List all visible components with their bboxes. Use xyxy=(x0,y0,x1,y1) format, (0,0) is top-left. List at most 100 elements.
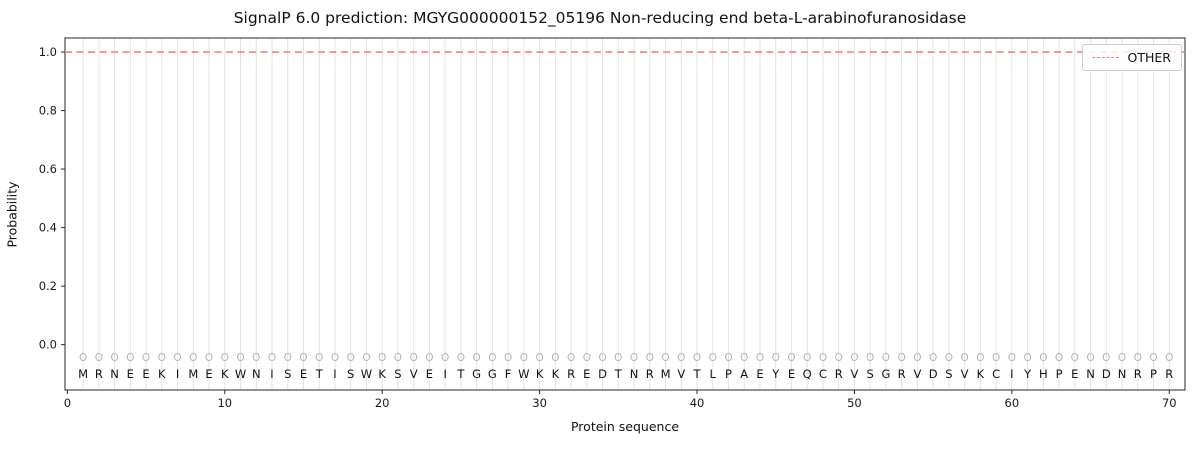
position-prediction-marker: O xyxy=(473,352,481,364)
sequence-letter: V xyxy=(913,367,921,381)
sequence-letter: F xyxy=(505,367,512,381)
position-prediction-marker: O xyxy=(1086,352,1094,364)
sequence-letter: T xyxy=(693,367,702,381)
sequence-letter: V xyxy=(410,367,418,381)
sequence-letter: G xyxy=(881,367,890,381)
position-prediction-marker: O xyxy=(866,352,874,364)
position-prediction-marker: O xyxy=(79,352,87,364)
sequence-letter: E xyxy=(127,367,134,381)
sequence-letter: K xyxy=(552,367,560,381)
position-prediction-marker: O xyxy=(504,352,512,364)
sequence-letter: M xyxy=(661,367,671,381)
x-tick-label: 70 xyxy=(1162,396,1177,410)
position-prediction-marker: O xyxy=(945,352,953,364)
sequence-letter: D xyxy=(598,367,607,381)
sequence-letter: T xyxy=(456,367,465,381)
position-prediction-marker: O xyxy=(567,352,575,364)
sequence-letter: I xyxy=(270,367,273,381)
position-prediction-marker: O xyxy=(882,352,890,364)
position-prediction-marker: O xyxy=(158,352,166,364)
sequence-letter: K xyxy=(158,367,166,381)
sequence-letter: E xyxy=(426,367,433,381)
sequence-letter: K xyxy=(221,367,229,381)
position-prediction-marker: O xyxy=(551,352,559,364)
position-prediction-marker: O xyxy=(394,352,402,364)
sequence-letter: R xyxy=(646,367,654,381)
position-prediction-marker: O xyxy=(960,352,968,364)
position-prediction-marker: O xyxy=(835,352,843,364)
x-tick-label: 0 xyxy=(64,396,71,410)
position-prediction-marker: O xyxy=(457,352,465,364)
position-prediction-marker: O xyxy=(1134,352,1142,364)
position-prediction-marker: O xyxy=(929,352,937,364)
position-prediction-marker: O xyxy=(110,352,118,364)
legend: OTHER xyxy=(1081,44,1182,71)
x-tick-label: 30 xyxy=(532,396,547,410)
sequence-letter: R xyxy=(835,367,843,381)
sequence-letter: L xyxy=(710,367,717,381)
position-prediction-marker: O xyxy=(410,352,418,364)
position-prediction-marker: O xyxy=(646,352,654,364)
position-prediction-marker: O xyxy=(1039,352,1047,364)
position-prediction-marker: O xyxy=(756,352,764,364)
legend-label: OTHER xyxy=(1127,50,1171,65)
sequence-letter: R xyxy=(567,367,575,381)
sequence-letter: N xyxy=(630,367,639,381)
sequence-letter: S xyxy=(945,367,952,381)
position-prediction-marker: O xyxy=(425,352,433,364)
position-prediction-marker: O xyxy=(252,352,260,364)
sequence-letter: K xyxy=(378,367,386,381)
position-prediction-marker: O xyxy=(347,352,355,364)
sequence-letter: R xyxy=(95,367,103,381)
x-tick-label: 50 xyxy=(847,396,862,410)
position-prediction-marker: O xyxy=(95,352,103,364)
axes-spines xyxy=(64,37,1186,391)
sequence-letter: Q xyxy=(803,367,812,381)
position-prediction-marker: O xyxy=(1023,352,1031,364)
sequence-letter: K xyxy=(977,367,985,381)
position-prediction-marker: O xyxy=(236,352,244,364)
sequence-letter: N xyxy=(252,367,261,381)
sequence-letter: P xyxy=(1150,367,1157,381)
sequence-letter: I xyxy=(1010,367,1013,381)
sequence-letter: E xyxy=(1071,367,1078,381)
sequence-letter: Y xyxy=(771,367,780,381)
position-prediction-marker: O xyxy=(378,352,386,364)
position-prediction-marker: O xyxy=(268,352,276,364)
position-prediction-marker: O xyxy=(724,352,732,364)
position-prediction-marker: O xyxy=(126,352,134,364)
y-tick-label: 0.0 xyxy=(39,338,57,352)
position-prediction-marker: O xyxy=(803,352,811,364)
sequence-letter: P xyxy=(725,367,732,381)
y-tick-label: 0.6 xyxy=(39,162,57,176)
position-prediction-marker: O xyxy=(598,352,606,364)
y-tick-label: 0.2 xyxy=(39,279,57,293)
sequence-letter: H xyxy=(1039,367,1048,381)
position-prediction-marker: O xyxy=(772,352,780,364)
sequence-letter: S xyxy=(394,367,401,381)
position-prediction-marker: O xyxy=(819,352,827,364)
position-prediction-marker: O xyxy=(331,352,339,364)
sequence-letter: E xyxy=(300,367,307,381)
sequence-letter: V xyxy=(850,367,858,381)
position-prediction-marker: O xyxy=(173,352,181,364)
sequence-letter: D xyxy=(929,367,938,381)
position-prediction-marker: O xyxy=(630,352,638,364)
position-prediction-marker: O xyxy=(205,352,213,364)
position-prediction-marker: O xyxy=(1008,352,1016,364)
position-prediction-marker: O xyxy=(299,352,307,364)
sequence-letter: T xyxy=(614,367,623,381)
sequence-letter: S xyxy=(284,367,291,381)
x-tick-label: 10 xyxy=(217,396,232,410)
position-prediction-marker: O xyxy=(992,352,1000,364)
sequence-letter: E xyxy=(756,367,763,381)
position-prediction-marker: O xyxy=(1118,352,1126,364)
sequence-letter: T xyxy=(315,367,324,381)
sequence-letter: R xyxy=(1134,367,1142,381)
sequence-letter: A xyxy=(740,367,748,381)
position-prediction-marker: O xyxy=(913,352,921,364)
sequence-letter: E xyxy=(583,367,590,381)
position-prediction-marker: O xyxy=(189,352,197,364)
x-tick-label: 40 xyxy=(690,396,705,410)
